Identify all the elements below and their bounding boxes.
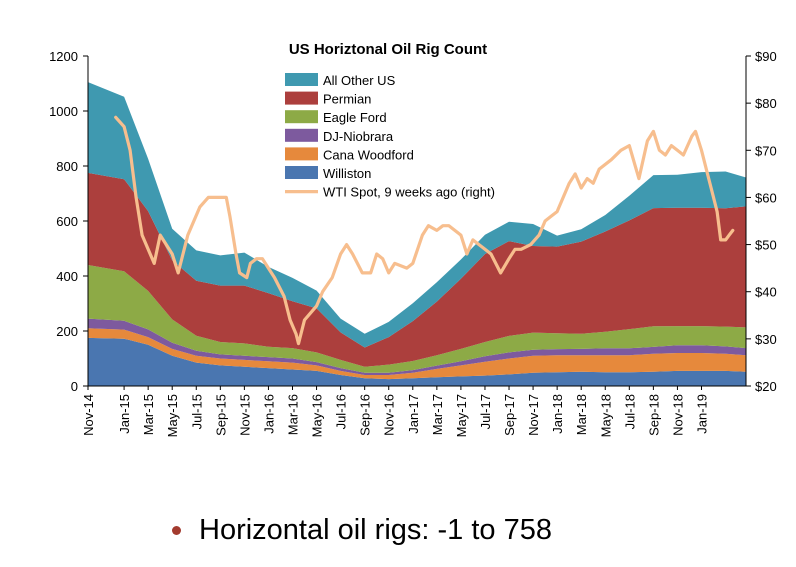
- x-tick-label: Mar-15: [141, 394, 156, 435]
- y2-axis-ticks: $20 $30 $40 $50 $60 $70 $80 $90: [746, 49, 777, 394]
- x-tick-label: Mar-18: [574, 394, 589, 435]
- summary-text: Horizontal oil rigs: -1 to 758: [199, 514, 552, 546]
- x-tick-label: May-18: [598, 394, 613, 437]
- x-tick-label: Nov-18: [670, 394, 685, 436]
- wti-spot-line: [114, 115, 735, 346]
- y-tick-label: 400: [56, 269, 78, 284]
- legend-label: Eagle Ford: [323, 110, 387, 125]
- wti-line: [114, 115, 735, 346]
- y-tick-label: 1200: [49, 49, 78, 64]
- bullet-dot-icon: [172, 526, 181, 535]
- area-series-1: [88, 328, 746, 380]
- x-tick-label: Sep-18: [646, 394, 661, 436]
- y-tick-label: 200: [56, 324, 78, 339]
- x-tick-label: May-15: [165, 394, 180, 437]
- x-tick-label: Jul-18: [622, 394, 637, 429]
- x-tick-label: Jul-17: [478, 394, 493, 429]
- legend-label: WTI Spot, 9 weeks ago (right): [323, 185, 495, 200]
- legend-swatch: [285, 73, 318, 86]
- legend-label: Cana Woodford: [323, 147, 414, 162]
- y-tick-label: 1000: [49, 104, 78, 119]
- y2-tick-label: $60: [755, 190, 777, 205]
- area-series-4: [88, 172, 746, 367]
- legend-swatch: [285, 110, 318, 124]
- x-tick-label: Nov-14: [81, 394, 96, 436]
- x-tick-label: Mar-16: [285, 394, 300, 435]
- x-tick-label: Jan-17: [406, 394, 421, 434]
- x-tick-label: May-16: [310, 394, 325, 437]
- legend-swatch: [285, 128, 318, 142]
- y-axis-ticks: 0 200 400 600 800 1000 1200: [49, 49, 88, 394]
- rig-count-chart: 0 200 400 600 800 1000 1200 $20 $30 $40 $50 $60 $70…: [49, 41, 777, 437]
- x-tick-label: Sep-15: [213, 394, 228, 436]
- legend-label: Williston: [323, 166, 371, 181]
- area-series-5: [88, 82, 746, 348]
- x-tick-label: Jul-16: [334, 394, 349, 429]
- x-tick-label: Jan-19: [694, 394, 709, 434]
- x-tick-label: Jan-16: [261, 394, 276, 434]
- x-tick-label: Mar-17: [430, 394, 445, 435]
- y2-tick-label: $80: [755, 96, 777, 111]
- area-series-3: [88, 265, 746, 373]
- legend-label: All Other US: [323, 73, 396, 88]
- area-series-0: [88, 337, 746, 386]
- y-tick-label: 600: [56, 214, 78, 229]
- x-tick-label: Sep-17: [502, 394, 517, 436]
- x-tick-label: May-17: [454, 394, 469, 437]
- y2-tick-label: $40: [755, 285, 777, 300]
- x-tick-label: Jan-18: [550, 394, 565, 434]
- x-axis-ticks: Nov-14 Jan-15 Mar-15 May-15 Jul-15 Sep-15 Nov-…: [81, 386, 709, 437]
- y2-tick-label: $30: [755, 332, 777, 347]
- y2-tick-label: $90: [755, 49, 777, 64]
- legend-swatch: [285, 166, 318, 179]
- x-tick-label: Jul-15: [189, 394, 204, 429]
- chart-title: US Horiztonal Oil Rig Count: [289, 41, 487, 58]
- x-tick-label: Nov-16: [382, 394, 397, 436]
- legend-label: Permian: [323, 92, 371, 107]
- x-tick-label: Jan-15: [117, 394, 132, 434]
- legend-swatch: [285, 91, 318, 105]
- legend-swatch: [285, 147, 318, 161]
- x-tick-label: Nov-15: [237, 394, 252, 436]
- legend-label: DJ-Niobrara: [323, 129, 394, 144]
- y2-tick-label: $70: [755, 143, 777, 158]
- y-tick-label: 800: [56, 159, 78, 174]
- stacked-areas: [88, 82, 746, 386]
- y2-tick-label: $20: [755, 379, 777, 394]
- x-tick-label: Sep-16: [358, 394, 373, 436]
- y-tick-label: 0: [71, 379, 78, 394]
- summary-bullet: Horizontal oil rigs: -1 to 758: [172, 514, 552, 547]
- y2-tick-label: $50: [755, 238, 777, 253]
- legend: All Other US Permian Eagle Ford DJ-Niobrara…: [285, 73, 495, 200]
- x-tick-label: Nov-17: [526, 394, 541, 436]
